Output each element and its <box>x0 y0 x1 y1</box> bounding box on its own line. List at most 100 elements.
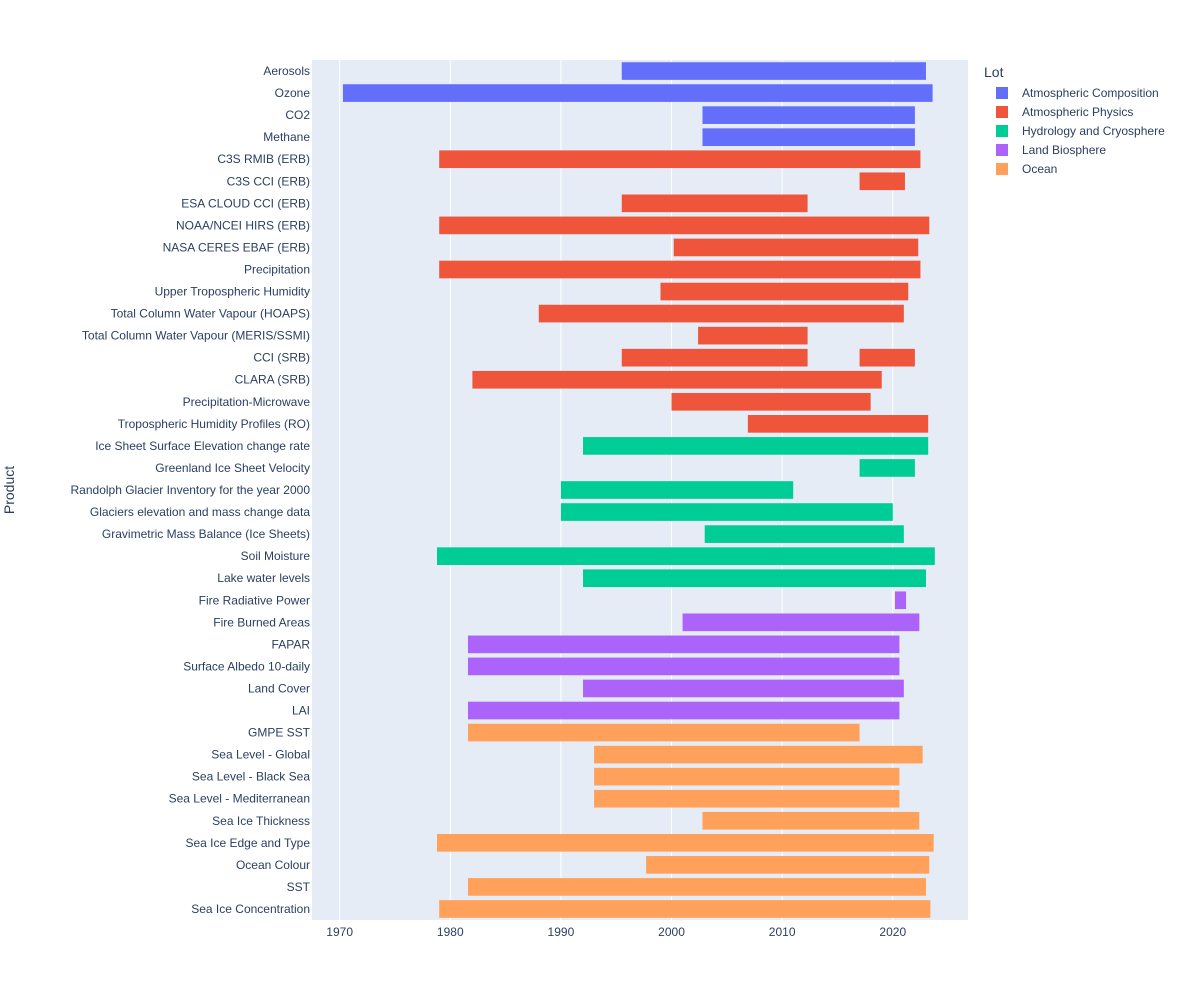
x-axis-ticks: 1970 1980 1990 2000 2010 2020 <box>326 925 906 939</box>
timeline-bar[interactable] <box>594 789 900 808</box>
y-tick-label: Sea Level - Mediterranean <box>169 792 310 806</box>
y-tick-label: Sea Level - Black Sea <box>192 770 310 784</box>
legend-label: Land Biosphere <box>1022 142 1107 157</box>
y-tick-label: ESA CLOUD CCI (ERB) <box>181 196 310 210</box>
y-tick-label: Sea Ice Thickness <box>212 814 310 828</box>
y-tick-label: CLARA (SRB) <box>235 373 310 387</box>
legend-item[interactable]: Atmospheric Composition <box>984 83 1165 102</box>
timeline-bar[interactable] <box>439 900 931 918</box>
y-tick-label: Total Column Water Vapour (HOAPS) <box>111 307 310 321</box>
legend-swatch <box>996 143 1008 156</box>
timeline-bar[interactable] <box>472 370 882 389</box>
y-tick-label: Total Column Water Vapour (MERIS/SSMI) <box>82 329 310 343</box>
timeline-bar[interactable] <box>671 392 871 411</box>
timeline-bar[interactable] <box>673 238 919 257</box>
timeline-bar[interactable] <box>467 657 900 676</box>
legend-item[interactable]: Hydrology and Cryosphere <box>984 121 1165 140</box>
bars <box>342 62 935 918</box>
timeline-bar[interactable] <box>702 128 915 146</box>
y-tick-label: Fire Radiative Power <box>199 593 310 607</box>
y-tick-label: LAI <box>292 704 310 718</box>
timeline-bar[interactable] <box>583 679 904 698</box>
y-tick-label: Fire Burned Areas <box>213 615 310 629</box>
x-tick-label: 1990 <box>548 925 575 939</box>
y-tick-label: C3S RMIB (ERB) <box>217 152 310 166</box>
timeline-bar[interactable] <box>467 723 860 742</box>
legend-items: Atmospheric Composition Atmospheric Physi… <box>984 83 1165 178</box>
timeline-bar[interactable] <box>342 84 933 102</box>
timeline-bar[interactable] <box>594 745 923 764</box>
legend-label: Ocean <box>1022 161 1058 176</box>
legend-title: Lot <box>984 64 1004 80</box>
timeline-bar[interactable] <box>682 613 920 632</box>
timeline-bar[interactable] <box>747 415 929 433</box>
y-tick-label: Land Cover <box>248 681 310 695</box>
timeline-bar[interactable] <box>560 481 794 499</box>
y-tick-label: Precipitation-Microwave <box>183 395 311 409</box>
timeline-bar[interactable] <box>538 304 904 323</box>
x-tick-label: 1970 <box>326 925 353 939</box>
timeline-bar[interactable] <box>439 216 930 235</box>
y-tick-label: SST <box>287 880 311 894</box>
x-tick-label: 2020 <box>879 925 906 939</box>
legend-swatch <box>996 86 1008 99</box>
legend-label: Hydrology and Cryosphere <box>1022 123 1165 138</box>
timeline-bar[interactable] <box>467 878 926 896</box>
timeline-bar[interactable] <box>437 834 934 852</box>
timeline-bar[interactable] <box>439 150 921 169</box>
y-tick-label: Gravimetric Mass Balance (Ice Sheets) <box>102 527 310 541</box>
legend-swatch <box>996 162 1008 175</box>
y-tick-label: NOAA/NCEI HIRS (ERB) <box>176 218 310 232</box>
legend-label: Atmospheric Composition <box>1022 85 1159 100</box>
timeline-bar[interactable] <box>467 701 900 720</box>
timeline-bar[interactable] <box>621 348 808 367</box>
legend-item[interactable]: Atmospheric Physics <box>984 102 1165 121</box>
y-tick-label: Glaciers elevation and mass change data <box>90 505 310 519</box>
legend-swatch <box>996 124 1008 137</box>
legend-item[interactable]: Land Biosphere <box>984 140 1165 159</box>
timeline-bar[interactable] <box>621 194 808 213</box>
timeline-bar[interactable] <box>646 856 930 874</box>
legend: Lot Atmospheric Composition Atmospheric P… <box>984 64 1165 178</box>
timeline-bar[interactable] <box>859 348 915 367</box>
x-tick-label: 1980 <box>437 925 464 939</box>
timeline-bar[interactable] <box>698 326 808 345</box>
timeline-bar[interactable] <box>437 547 935 565</box>
timeline-bar[interactable] <box>702 811 920 830</box>
y-tick-label: NASA CERES EBAF (ERB) <box>163 240 310 254</box>
timeline-bar[interactable] <box>467 635 900 654</box>
legend-item[interactable]: Ocean <box>984 159 1165 178</box>
x-tick-label: 2010 <box>769 925 796 939</box>
timeline-bar[interactable] <box>702 106 915 124</box>
y-tick-label: Methane <box>263 130 310 144</box>
y-tick-label: Sea Ice Edge and Type <box>185 836 310 850</box>
y-tick-label: Lake water levels <box>217 571 310 585</box>
timeline-bar[interactable] <box>583 437 929 455</box>
y-tick-label: Sea Ice Concentration <box>191 902 310 916</box>
y-tick-label: Aerosols <box>263 64 310 78</box>
timeline-bar[interactable] <box>894 591 907 610</box>
timeline-bar[interactable] <box>583 569 926 588</box>
y-tick-label: Precipitation <box>244 262 310 276</box>
y-tick-label: CO2 <box>285 108 310 122</box>
x-tick-label: 2000 <box>658 925 685 939</box>
timeline-bar[interactable] <box>560 503 893 521</box>
timeline-bar[interactable] <box>621 62 926 80</box>
timeline-bar[interactable] <box>859 172 905 191</box>
timeline-bar[interactable] <box>594 767 900 786</box>
y-axis-ticks: Aerosols Ozone CO2 Methane C3S RMIB (ERB) C3S… <box>71 64 311 916</box>
timeline-bar[interactable] <box>704 525 904 543</box>
y-tick-label: FAPAR <box>272 637 311 651</box>
y-tick-label: Ocean Colour <box>236 858 310 872</box>
timeline-bar[interactable] <box>660 282 909 301</box>
y-tick-label: Greenland Ice Sheet Velocity <box>155 461 310 475</box>
y-tick-label: Surface Albedo 10-daily <box>183 659 310 673</box>
timeline-bar[interactable] <box>859 459 915 477</box>
y-tick-label: Upper Tropospheric Humidity <box>155 285 310 299</box>
y-tick-label: GMPE SST <box>248 726 311 740</box>
timeline-bar[interactable] <box>439 260 921 279</box>
y-tick-label: CCI (SRB) <box>253 351 310 365</box>
y-tick-label: Tropospheric Humidity Profiles (RO) <box>118 417 310 431</box>
y-tick-label: C3S CCI (ERB) <box>227 174 310 188</box>
